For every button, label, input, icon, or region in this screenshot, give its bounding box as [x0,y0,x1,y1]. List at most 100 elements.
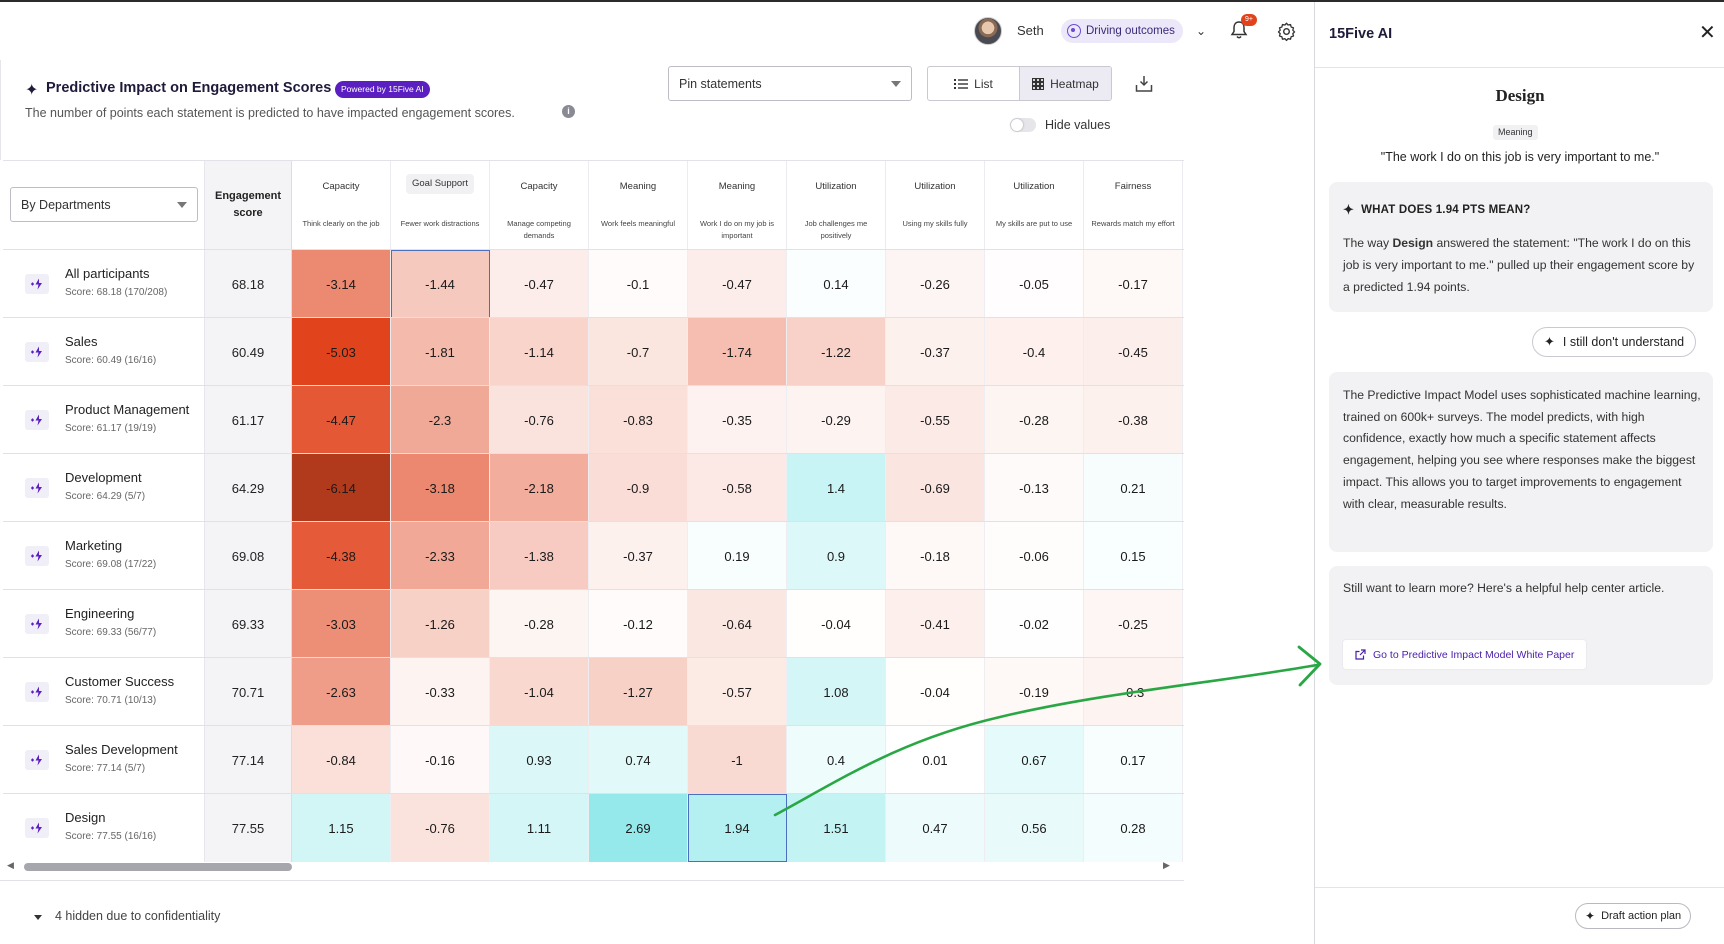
heatmap-cell[interactable]: -1.74 [688,318,787,386]
column-header[interactable]: Goal Support Fewer work distractions [391,161,490,249]
heatmap-cell[interactable]: 1.94 [688,794,787,862]
predict-button[interactable] [25,614,49,634]
heatmap-cell[interactable]: 0.28 [1084,794,1183,862]
department-name[interactable]: Engineering [65,606,135,621]
heatmap-cell[interactable]: 0.4 [787,726,886,794]
predict-button[interactable] [25,750,49,770]
heatmap-cell[interactable]: -1.14 [490,318,589,386]
column-header[interactable]: Utilization Job challenges me positively [787,161,886,249]
heatmap-cell[interactable]: -0.83 [589,386,688,454]
heatmap-cell[interactable]: -1.38 [490,522,589,590]
heatmap-cell[interactable]: 0.74 [589,726,688,794]
heatmap-cell[interactable]: -0.76 [391,794,490,862]
heatmap-cell[interactable]: -3.18 [391,454,490,522]
department-name[interactable]: Development [65,470,142,485]
pin-statements-select[interactable]: Pin statements [668,66,912,101]
heatmap-cell[interactable]: -1.44 [391,250,490,318]
heatmap-cell[interactable]: -0.02 [985,590,1084,658]
chevron-down-icon[interactable]: ⌄ [1196,24,1207,38]
heatmap-cell[interactable]: -1.22 [787,318,886,386]
predict-button[interactable] [25,818,49,838]
avatar[interactable] [974,17,1002,45]
heatmap-cell[interactable]: -0.18 [886,522,985,590]
heatmap-cell[interactable]: -0.17 [1084,250,1183,318]
heatmap-cell[interactable]: -0.84 [292,726,391,794]
heatmap-cell[interactable]: -0.35 [688,386,787,454]
predict-button[interactable] [25,342,49,362]
gear-icon[interactable] [1276,21,1297,42]
hidden-groups-note[interactable]: 4 hidden due to confidentiality [0,880,1184,944]
heatmap-cell[interactable]: -0.13 [985,454,1084,522]
column-header[interactable]: Capacity Manage competing demands [490,161,589,249]
department-name[interactable]: Sales Development [65,742,178,757]
column-header[interactable]: Capacity Think clearly on the job [292,161,391,249]
heatmap-cell[interactable]: 2.69 [589,794,688,862]
predict-button[interactable] [25,546,49,566]
hide-values-toggle[interactable]: Hide values [1010,118,1110,132]
user-name[interactable]: Seth [1017,23,1044,38]
heatmap-cell[interactable]: -0.33 [391,658,490,726]
heatmap-cell[interactable]: -0.16 [391,726,490,794]
heatmap-cell[interactable]: -0.37 [886,318,985,386]
heatmap-cell[interactable]: 0.47 [886,794,985,862]
heatmap-cell[interactable]: -0.19 [985,658,1084,726]
heatmap-view-button[interactable]: Heatmap [1019,67,1111,100]
scroll-right-icon[interactable]: ▶ [1163,860,1170,870]
predict-button[interactable] [25,478,49,498]
list-view-button[interactable]: List [928,67,1019,100]
heatmap-cell[interactable]: 0.19 [688,522,787,590]
scrollbar-thumb[interactable] [24,863,292,871]
heatmap-cell[interactable]: -0.26 [886,250,985,318]
heatmap-cell[interactable]: -0.06 [985,522,1084,590]
heatmap-cell[interactable]: -1.26 [391,590,490,658]
heatmap-cell[interactable]: 0.15 [1084,522,1183,590]
heatmap-cell[interactable]: -0.69 [886,454,985,522]
info-icon[interactable]: i [562,105,575,118]
heatmap-cell[interactable]: -0.57 [688,658,787,726]
heatmap-cell[interactable]: -1.81 [391,318,490,386]
heatmap-cell[interactable]: -0.47 [490,250,589,318]
heatmap-cell[interactable]: 0.93 [490,726,589,794]
heatmap-cell[interactable]: -0.04 [886,658,985,726]
column-header[interactable]: Meaning Work I do on my job is important [688,161,787,249]
column-header[interactable]: Meaning Work feels meaningful [589,161,688,249]
heatmap-cell[interactable]: 0.21 [1084,454,1183,522]
heatmap-cell[interactable]: -2.18 [490,454,589,522]
heatmap-cell[interactable]: 0.67 [985,726,1084,794]
white-paper-link[interactable]: Go to Predictive Impact Model White Pape… [1343,640,1587,669]
heatmap-cell[interactable]: -1.27 [589,658,688,726]
heatmap-cell[interactable]: -0.7 [589,318,688,386]
heatmap-cell[interactable]: 1.4 [787,454,886,522]
heatmap-cell[interactable]: -0.28 [490,590,589,658]
heatmap-cell[interactable]: -0.55 [886,386,985,454]
toggle-switch[interactable] [1010,118,1036,132]
close-icon[interactable]: ✕ [1699,22,1716,44]
heatmap-cell[interactable]: -0.58 [688,454,787,522]
heatmap-cell[interactable]: -0.38 [1084,386,1183,454]
heatmap-cell[interactable]: 1.11 [490,794,589,862]
draft-action-plan-button[interactable]: ✦ Draft action plan [1575,903,1692,929]
heatmap-cell[interactable]: -5.03 [292,318,391,386]
heatmap-cell[interactable]: -0.12 [589,590,688,658]
heatmap-cell[interactable]: -0.29 [787,386,886,454]
department-name[interactable]: Sales [65,334,98,349]
heatmap-cell[interactable]: 0.01 [886,726,985,794]
predict-button[interactable] [25,682,49,702]
heatmap-cell[interactable]: 0.9 [787,522,886,590]
heatmap-cell[interactable]: 0.17 [1084,726,1183,794]
heatmap-cell[interactable]: -0.37 [589,522,688,590]
group-by-select[interactable]: By Departments [10,187,198,222]
predict-button[interactable] [25,410,49,430]
scroll-left-icon[interactable]: ◀ [7,860,14,870]
column-header[interactable]: Utilization Using my skills fully [886,161,985,249]
heatmap-cell[interactable]: -0.25 [1084,590,1183,658]
department-name[interactable]: All participants [65,266,150,281]
predict-button[interactable] [25,274,49,294]
heatmap-cell[interactable]: -0.3 [1084,658,1183,726]
goal-pill[interactable]: Driving outcomes [1061,19,1183,43]
heatmap-cell[interactable]: -1.04 [490,658,589,726]
heatmap-cell[interactable]: -0.41 [886,590,985,658]
heatmap-cell[interactable]: -0.47 [688,250,787,318]
heatmap-cell[interactable]: -4.38 [292,522,391,590]
heatmap-cell[interactable]: -0.45 [1084,318,1183,386]
